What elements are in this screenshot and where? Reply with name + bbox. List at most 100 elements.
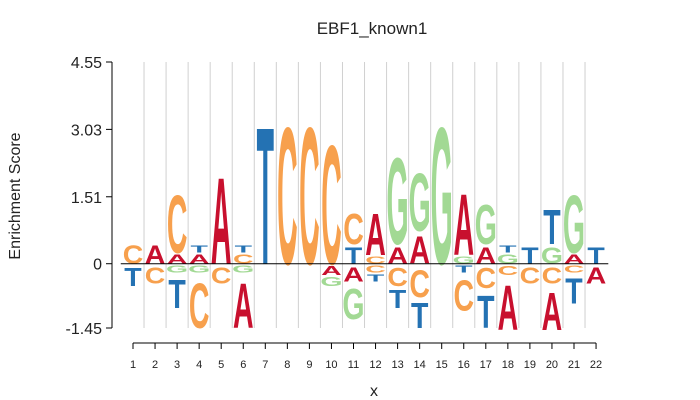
letter-A: A	[387, 242, 408, 269]
letter-C: C	[365, 255, 386, 267]
logo-letter-4-pos-1: T	[190, 243, 207, 255]
letter-C: C	[365, 263, 386, 275]
logo-letter-11-pos-1: C	[343, 205, 364, 254]
letter-A: A	[564, 252, 585, 267]
logo-letter-19-neg-0: C	[520, 262, 541, 289]
letter-T: T	[190, 243, 207, 255]
letter-A: A	[476, 242, 497, 269]
logo-letter-10-neg-1: G	[320, 274, 342, 289]
letter-T: T	[411, 296, 429, 336]
logo-letter-13-neg-1: T	[389, 284, 407, 313]
letter-T: T	[499, 243, 516, 255]
logo-letter-10-neg-0: A	[321, 263, 342, 278]
letter-A: A	[343, 264, 364, 286]
logo-letter-14-pos-0: A	[409, 230, 430, 273]
letter-T: T	[389, 284, 407, 313]
letter-C: C	[387, 262, 408, 291]
logo-letter-20-pos-0: G	[541, 242, 563, 269]
letter-A: A	[453, 175, 474, 273]
letter-T: T	[367, 272, 384, 284]
logo-letter-14-neg-0: C	[409, 263, 430, 306]
logo-letter-16-neg-0: T	[455, 263, 472, 275]
letter-C: C	[167, 179, 188, 271]
letter-A: A	[211, 153, 232, 291]
logo-letter-20-neg-1: A	[542, 283, 563, 343]
letter-G: G	[166, 263, 188, 275]
logo-letter-9-pos-0: C	[299, 86, 320, 306]
letter-G: G	[541, 242, 563, 269]
logo-letter-21-pos-0: A	[564, 252, 585, 267]
logo-letter-4-neg-1: C	[189, 270, 210, 342]
logo-letter-21-neg-1: T	[565, 271, 583, 311]
x-tick-label: 18	[502, 359, 514, 371]
y-axis-label: Enrichment Score	[7, 132, 24, 259]
letter-C: C	[277, 86, 298, 306]
letter-G: G	[497, 252, 519, 267]
letter-C: C	[145, 262, 166, 289]
logo-letter-6-neg-0: G	[232, 263, 254, 275]
logo-letter-16-neg-1: C	[453, 271, 474, 320]
logo-letter-13-neg-0: C	[387, 262, 408, 291]
letter-C: C	[189, 270, 210, 342]
logo-letter-3-neg-0: G	[166, 263, 188, 275]
letter-C: C	[343, 205, 364, 254]
letter-G: G	[431, 86, 453, 306]
logo-letter-3-pos-0: A	[167, 252, 188, 267]
letter-C: C	[233, 252, 254, 267]
logo-letter-22-pos-0: T	[587, 242, 605, 269]
logo-letter-13-pos-1: G	[387, 134, 409, 272]
logo-letter-5-neg-0: C	[211, 262, 232, 289]
logo-letter-4-neg-0: G	[188, 263, 210, 275]
letter-A: A	[145, 240, 166, 269]
letter-C: C	[520, 262, 541, 289]
letter-G: G	[232, 263, 254, 275]
x-tick-label: 22	[590, 359, 602, 371]
x-tick-label: 19	[524, 359, 536, 371]
letter-G: G	[563, 179, 585, 271]
letter-T: T	[521, 242, 539, 269]
logo-letter-18-neg-0: C	[498, 263, 519, 278]
letter-A: A	[167, 252, 188, 267]
logo-letter-8-pos-0: C	[277, 86, 298, 306]
x-tick-label: 14	[414, 359, 426, 371]
letter-G: G	[342, 280, 364, 329]
y-tick-label: 1.51	[71, 190, 102, 207]
letter-G: G	[188, 263, 210, 275]
logo-letter-17-pos-0: A	[476, 242, 497, 269]
axes: 4.553.031.510-1.451 2 3 4 5 6 7 8 9 10 11 12 13 14 15 1…	[66, 55, 609, 371]
chart-title: EBF1_known1	[317, 19, 428, 38]
logo-letter-12-neg-0: C	[365, 263, 386, 275]
logo-letter-5-pos-0: A	[211, 153, 232, 291]
x-tick-label: 2	[152, 359, 158, 371]
letter-T: T	[587, 242, 605, 269]
letter-T: T	[345, 242, 363, 269]
logo-letter-2-pos-0: A	[145, 240, 166, 269]
x-tick-label: 13	[391, 359, 403, 371]
logo-letter-10-pos-0: C	[321, 110, 342, 300]
x-tick-label: 8	[284, 359, 290, 371]
letter-G: G	[320, 274, 342, 289]
logo-letter-14-neg-1: T	[411, 296, 429, 336]
logo-letter-18-pos-1: T	[499, 243, 516, 255]
x-tick-label: 9	[306, 359, 312, 371]
logo-letter-11-neg-1: G	[342, 280, 364, 329]
y-tick-label: -1.45	[66, 321, 103, 338]
letter-A: A	[189, 252, 210, 267]
x-tick-label: 3	[174, 359, 180, 371]
letter-G: G	[387, 134, 409, 272]
logo-letter-14-pos-1: G	[409, 157, 431, 249]
logo-letter-20-neg-0: C	[542, 262, 563, 289]
logo-letter-2-neg-0: C	[145, 262, 166, 289]
x-tick-label: 12	[369, 359, 381, 371]
letter-T: T	[124, 262, 142, 291]
letter-C: C	[476, 263, 497, 295]
letter-C: C	[321, 110, 342, 300]
logo-letter-1-pos-0: C	[123, 240, 144, 269]
logo-letter-12-pos-0: C	[365, 255, 386, 267]
logo-letter-17-neg-0: C	[476, 263, 497, 295]
letter-C: C	[498, 263, 519, 278]
logo-letter-3-neg-1: T	[168, 271, 186, 318]
letter-G: G	[475, 192, 497, 256]
letter-A: A	[498, 272, 519, 344]
